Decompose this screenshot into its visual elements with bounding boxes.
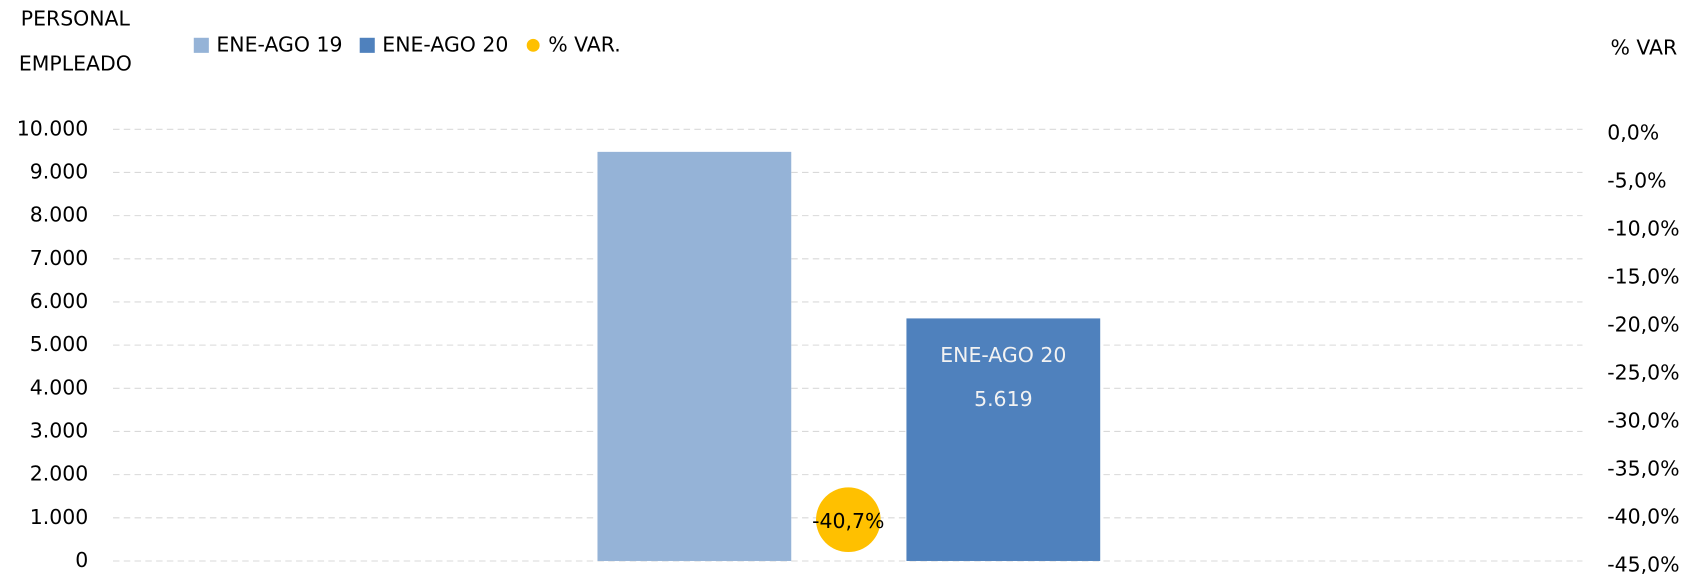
bar-series-label: ENE-AGO 20 <box>940 343 1066 367</box>
y-tick-label: 2.000 <box>30 462 89 486</box>
y-tick-label: 8.000 <box>30 203 89 227</box>
y-tick-label: 1.000 <box>30 505 89 529</box>
bar <box>597 151 792 561</box>
y-tick-label: 4.000 <box>30 375 89 399</box>
y-tick-label: 6.000 <box>30 289 89 313</box>
y2-tick-label: -40,0% <box>1607 504 1679 528</box>
y2-axis-title: % VAR <box>1610 36 1677 60</box>
y-axis-title: EMPLEADO <box>19 52 132 76</box>
legend-label: ENE-AGO 20 <box>382 32 508 56</box>
y2-tick-label: -20,0% <box>1607 312 1679 336</box>
var-bubble <box>816 487 881 553</box>
legend-label: % VAR. <box>548 32 621 56</box>
y2-tick-label: -25,0% <box>1607 360 1679 384</box>
var-label: -40,7% <box>812 509 884 533</box>
bar <box>906 318 1101 561</box>
legend-marker <box>359 37 375 53</box>
legend-marker <box>526 38 540 52</box>
y2-tick-label: -35,0% <box>1607 456 1679 480</box>
y2-tick-label: -45,0% <box>1607 552 1679 574</box>
y-tick-label: 0 <box>75 548 88 572</box>
y-tick-label: 3.000 <box>30 418 89 442</box>
y-tick-label: 10.000 <box>17 116 89 140</box>
legend-label: ENE-AGO 19 <box>216 32 342 56</box>
y2-tick-label: 0,0% <box>1607 121 1659 145</box>
y-axis-title: PERSONAL <box>21 6 131 30</box>
y-tick-label: 7.000 <box>30 246 89 270</box>
y2-tick-label: -5,0% <box>1607 169 1666 193</box>
y-tick-label: 9.000 <box>30 159 89 183</box>
y2-tick-label: -10,0% <box>1607 217 1679 241</box>
legend-marker <box>193 37 209 53</box>
y2-tick-label: -30,0% <box>1607 408 1679 432</box>
bar-value-label: 5.619 <box>974 387 1033 411</box>
y2-tick-label: -15,0% <box>1607 264 1679 288</box>
y-tick-label: 5.000 <box>30 332 89 356</box>
